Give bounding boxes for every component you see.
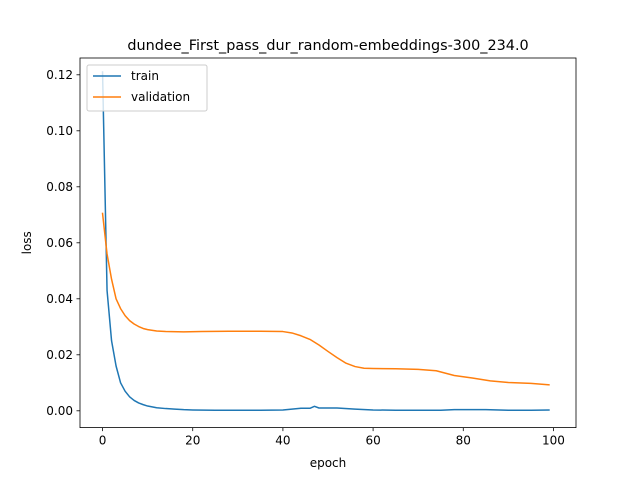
chart-title: dundee_First_pass_dur_random-embeddings-… bbox=[127, 38, 528, 54]
y-tick-label: 0.12 bbox=[46, 68, 73, 82]
legend-label-train: train bbox=[131, 69, 159, 83]
y-tick-label: 0.02 bbox=[46, 348, 73, 362]
x-tick-label: 0 bbox=[99, 434, 107, 448]
x-tick-label: 20 bbox=[185, 434, 200, 448]
y-tick-label: 0.04 bbox=[46, 292, 73, 306]
y-axis-ticks: 0.00 0.02 0.04 0.06 0.08 0.10 0.12 bbox=[46, 68, 80, 418]
x-tick-label: 80 bbox=[456, 434, 471, 448]
y-tick-label: 0.10 bbox=[46, 124, 73, 138]
y-tick-label: 0.00 bbox=[46, 404, 73, 418]
x-tick-label: 100 bbox=[542, 434, 565, 448]
y-tick-label: 0.06 bbox=[46, 236, 73, 250]
legend-label-validation: validation bbox=[131, 90, 190, 104]
series-line-validation bbox=[101, 212, 550, 386]
x-tick-label: 40 bbox=[275, 434, 290, 448]
x-axis-ticks: 0 20 40 60 80 100 bbox=[99, 427, 565, 448]
legend: train validation bbox=[86, 64, 208, 112]
y-tick-label: 0.08 bbox=[46, 180, 73, 194]
x-tick-label: 60 bbox=[365, 434, 380, 448]
series-line-train bbox=[101, 71, 550, 411]
x-axis-label: epoch bbox=[310, 456, 347, 470]
y-axis-label: loss bbox=[20, 231, 34, 254]
series-lines bbox=[101, 71, 550, 411]
